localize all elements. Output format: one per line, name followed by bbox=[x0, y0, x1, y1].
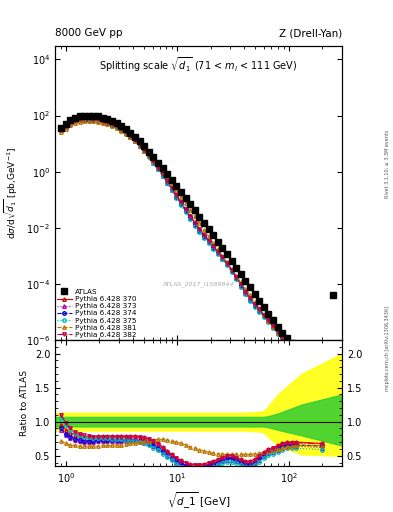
Pythia 6.428 381 bbox=[248, 292, 252, 298]
Pythia 6.428 374 bbox=[275, 330, 280, 336]
ATLAS bbox=[308, 361, 312, 367]
Pythia 6.428 373 bbox=[320, 386, 325, 392]
Pythia 6.428 382 bbox=[275, 329, 280, 335]
Legend: ATLAS, Pythia 6.428 370, Pythia 6.428 373, Pythia 6.428 374, Pythia 6.428 375, P: ATLAS, Pythia 6.428 370, Pythia 6.428 37… bbox=[57, 289, 136, 338]
Pythia 6.428 370 bbox=[215, 248, 220, 254]
ATLAS bbox=[82, 113, 86, 119]
Line: Pythia 6.428 373: Pythia 6.428 373 bbox=[59, 118, 324, 390]
Pythia 6.428 373 bbox=[59, 127, 64, 133]
Pythia 6.428 381 bbox=[59, 130, 64, 136]
Pythia 6.428 374 bbox=[82, 117, 86, 123]
Text: Splitting scale $\sqrt{d_1}$ (71 < $m_l$ < 111 GeV): Splitting scale $\sqrt{d_1}$ (71 < $m_l$… bbox=[99, 55, 298, 74]
Pythia 6.428 375 bbox=[206, 240, 211, 246]
Line: Pythia 6.428 370: Pythia 6.428 370 bbox=[59, 117, 324, 389]
Pythia 6.428 382 bbox=[320, 385, 325, 391]
Text: Rivet 3.1.10; ≥ 3.3M events: Rivet 3.1.10; ≥ 3.3M events bbox=[385, 130, 390, 198]
Pythia 6.428 373 bbox=[202, 233, 206, 240]
Line: Pythia 6.428 382: Pythia 6.428 382 bbox=[59, 117, 324, 389]
Pythia 6.428 375 bbox=[59, 125, 64, 131]
ATLAS bbox=[331, 292, 336, 298]
Pythia 6.428 374 bbox=[320, 385, 325, 391]
Line: ATLAS: ATLAS bbox=[59, 113, 336, 386]
Pythia 6.428 375 bbox=[202, 235, 206, 241]
Y-axis label: $\mathrm{d}\sigma/\mathrm{d}\sqrt{d_1}$ [pb,GeV$^{-1}$]: $\mathrm{d}\sigma/\mathrm{d}\sqrt{d_1}$ … bbox=[4, 147, 20, 239]
ATLAS bbox=[257, 297, 262, 304]
Pythia 6.428 381 bbox=[320, 385, 325, 391]
Pythia 6.428 381 bbox=[215, 246, 220, 252]
Pythia 6.428 382 bbox=[59, 124, 64, 130]
Pythia 6.428 375 bbox=[248, 298, 252, 304]
Pythia 6.428 381 bbox=[275, 330, 280, 336]
Text: mcplots.cern.ch [arXiv:1306.3436]: mcplots.cern.ch [arXiv:1306.3436] bbox=[385, 306, 390, 391]
Pythia 6.428 381 bbox=[82, 118, 86, 124]
Y-axis label: Ratio to ATLAS: Ratio to ATLAS bbox=[20, 370, 29, 436]
ATLAS bbox=[285, 335, 289, 341]
Pythia 6.428 373 bbox=[206, 239, 211, 245]
Text: ATLAS_2017_I1589844: ATLAS_2017_I1589844 bbox=[163, 282, 234, 287]
Pythia 6.428 382 bbox=[82, 115, 86, 121]
Pythia 6.428 373 bbox=[128, 134, 133, 140]
ATLAS bbox=[128, 130, 133, 136]
Pythia 6.428 370 bbox=[206, 237, 211, 243]
Text: 8000 GeV pp: 8000 GeV pp bbox=[55, 28, 123, 38]
Pythia 6.428 375 bbox=[82, 116, 86, 122]
Pythia 6.428 381 bbox=[128, 134, 133, 140]
Pythia 6.428 381 bbox=[202, 227, 206, 233]
Pythia 6.428 374 bbox=[248, 296, 252, 302]
Pythia 6.428 374 bbox=[202, 233, 206, 239]
Pythia 6.428 370 bbox=[320, 385, 325, 391]
Pythia 6.428 382 bbox=[206, 238, 211, 244]
Pythia 6.428 370 bbox=[275, 329, 280, 335]
Pythia 6.428 382 bbox=[202, 232, 206, 238]
Pythia 6.428 373 bbox=[248, 297, 252, 303]
Pythia 6.428 382 bbox=[128, 133, 133, 139]
Text: Z (Drell-Yan): Z (Drell-Yan) bbox=[279, 28, 342, 38]
ATLAS bbox=[320, 379, 325, 386]
Pythia 6.428 370 bbox=[82, 116, 86, 122]
Line: Pythia 6.428 381: Pythia 6.428 381 bbox=[59, 119, 324, 390]
Pythia 6.428 374 bbox=[215, 249, 220, 255]
Pythia 6.428 374 bbox=[206, 239, 211, 245]
Pythia 6.428 374 bbox=[59, 126, 64, 133]
Pythia 6.428 373 bbox=[82, 117, 86, 123]
ATLAS bbox=[123, 126, 128, 132]
Pythia 6.428 375 bbox=[275, 331, 280, 337]
Pythia 6.428 373 bbox=[215, 250, 220, 256]
Pythia 6.428 375 bbox=[320, 386, 325, 392]
Pythia 6.428 370 bbox=[248, 295, 252, 301]
Pythia 6.428 382 bbox=[215, 249, 220, 255]
Pythia 6.428 382 bbox=[248, 295, 252, 301]
Pythia 6.428 381 bbox=[206, 233, 211, 240]
Pythia 6.428 370 bbox=[128, 133, 133, 139]
Line: Pythia 6.428 374: Pythia 6.428 374 bbox=[59, 118, 324, 390]
Pythia 6.428 375 bbox=[128, 134, 133, 140]
Pythia 6.428 375 bbox=[215, 251, 220, 257]
X-axis label: $\sqrt{d\_1}$ [GeV]: $\sqrt{d\_1}$ [GeV] bbox=[167, 490, 230, 510]
Pythia 6.428 370 bbox=[59, 126, 64, 132]
Pythia 6.428 370 bbox=[202, 231, 206, 238]
ATLAS bbox=[239, 271, 243, 278]
ATLAS bbox=[59, 125, 64, 132]
Pythia 6.428 374 bbox=[128, 134, 133, 140]
Pythia 6.428 373 bbox=[275, 330, 280, 336]
Line: Pythia 6.428 375: Pythia 6.428 375 bbox=[59, 117, 324, 391]
